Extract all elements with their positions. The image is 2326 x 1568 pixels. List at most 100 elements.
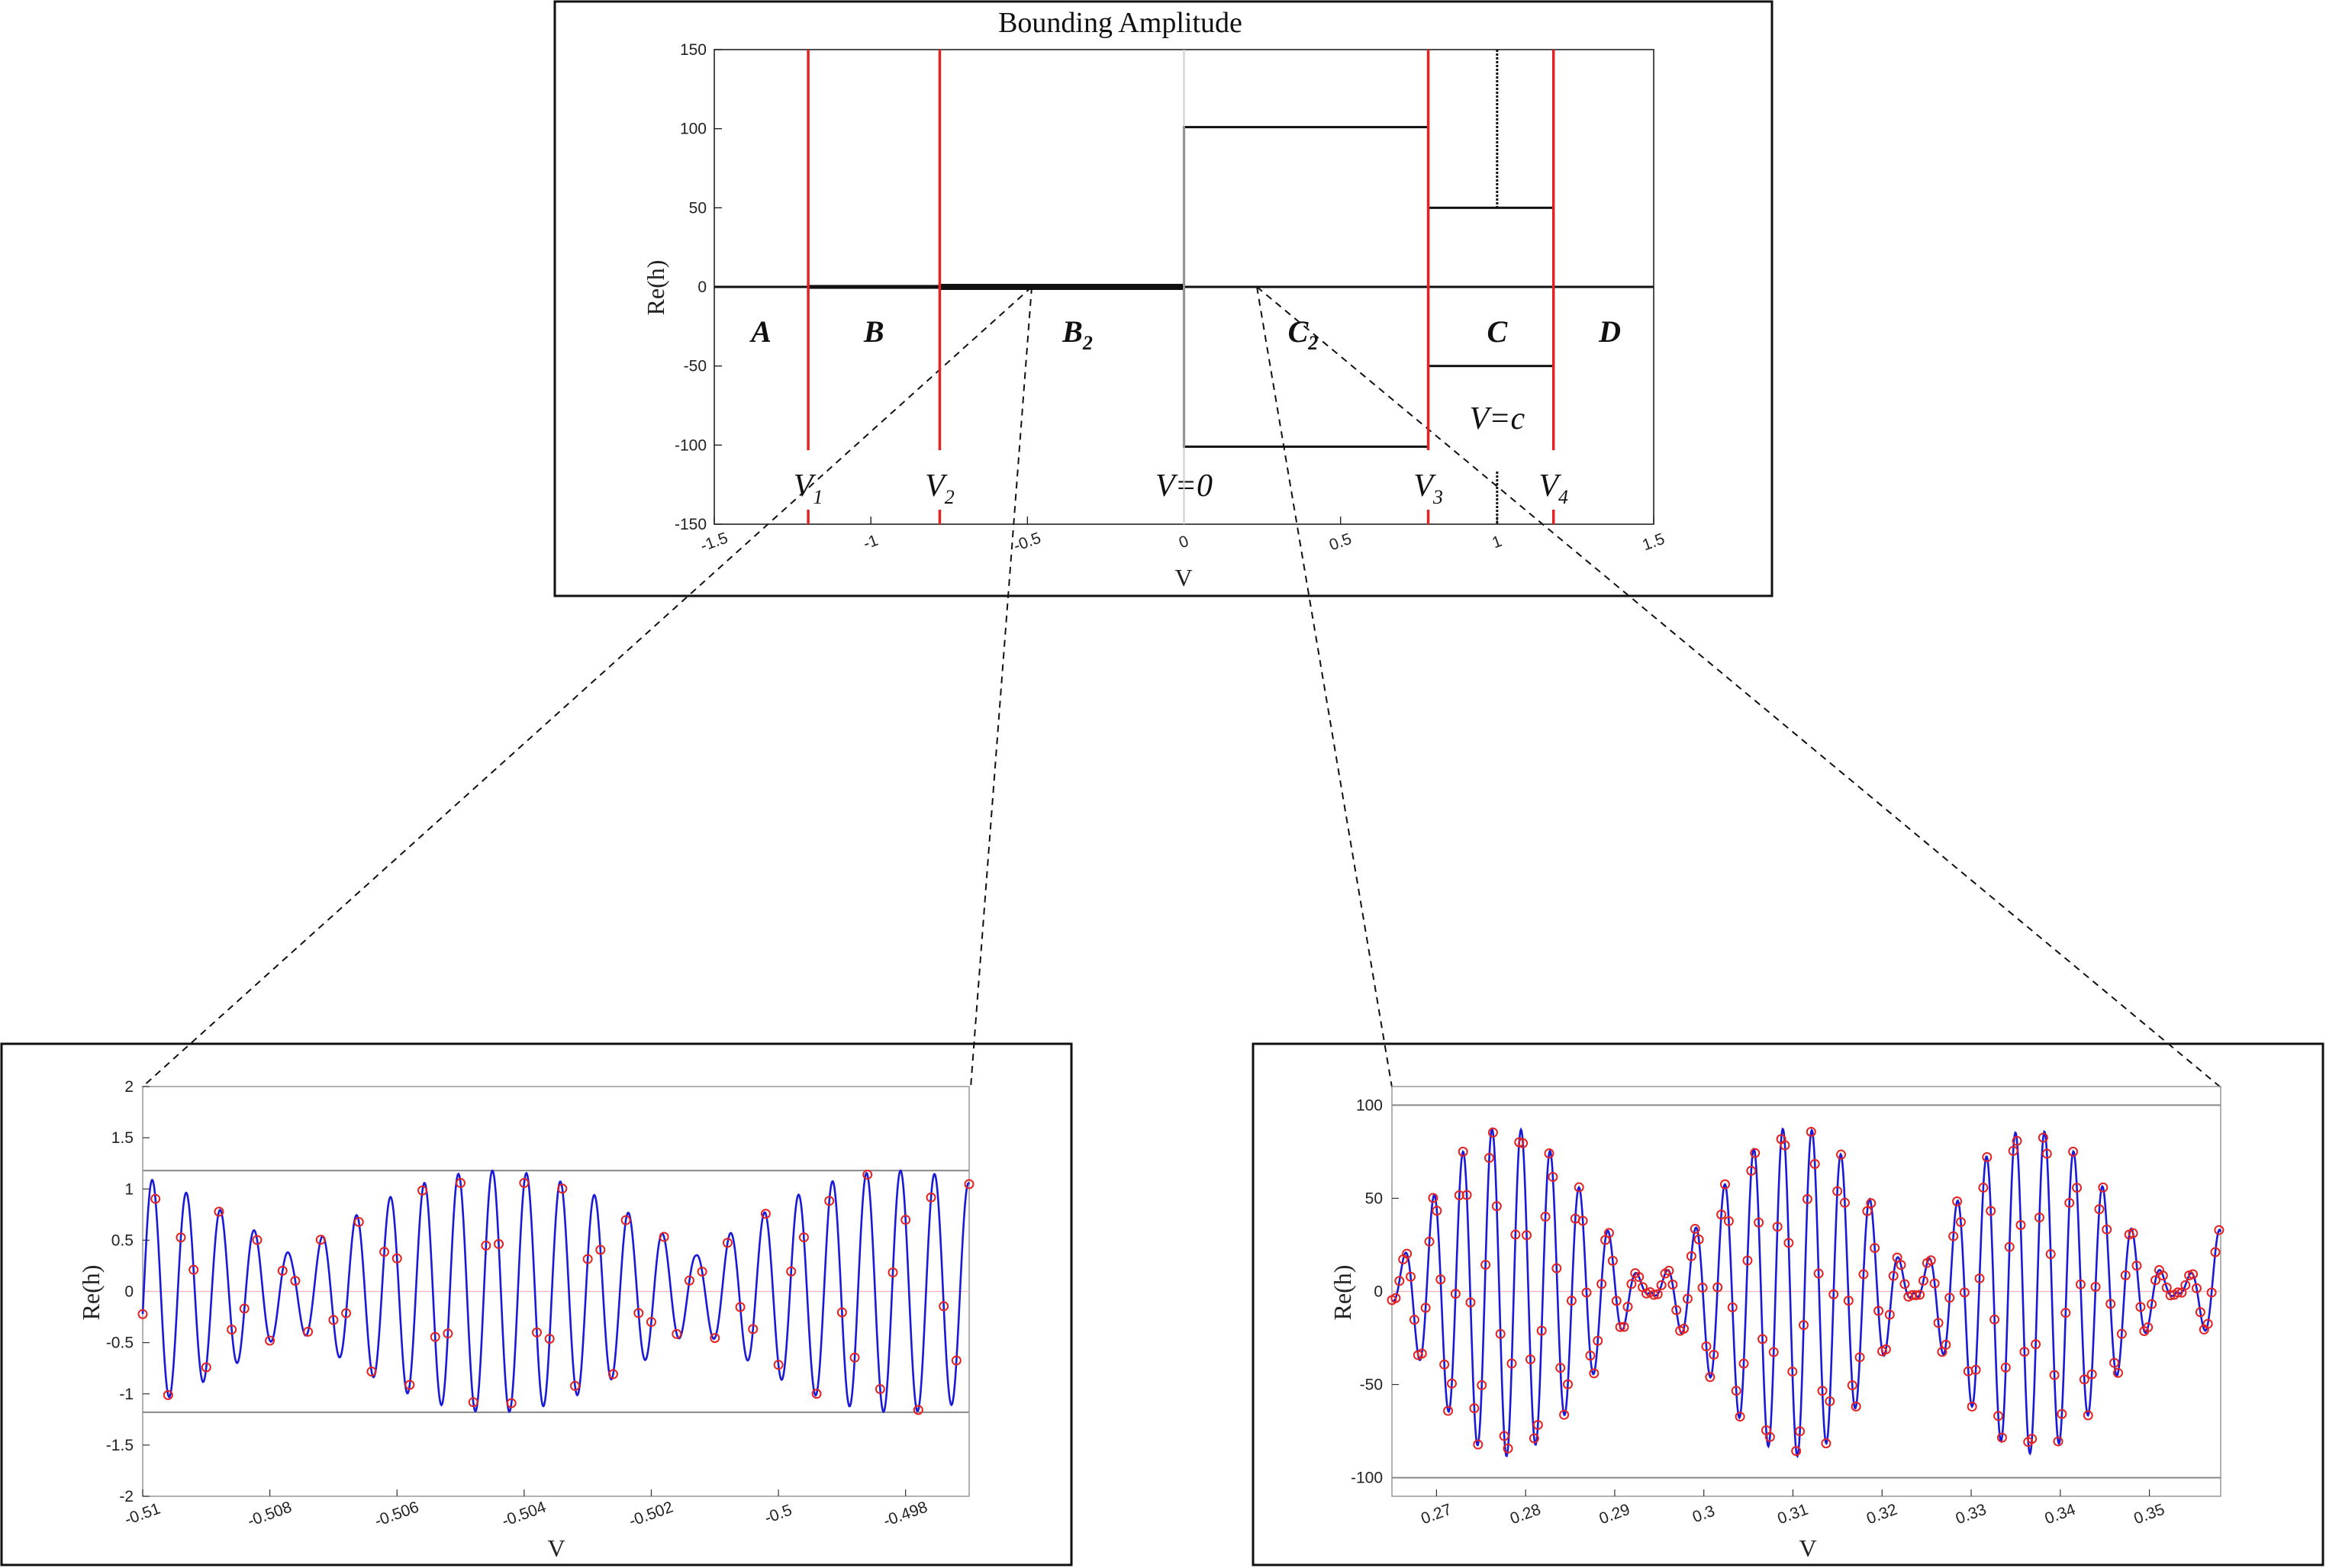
zoom-left-marker (443, 1328, 453, 1339)
zoom-right-marker (1574, 1182, 1584, 1193)
zoom-right-marker (1809, 1159, 1820, 1169)
zoom-right-marker (2135, 1302, 2146, 1312)
zoom-right-marker (1424, 1236, 1435, 1247)
zoom-right-marker (1648, 1289, 1659, 1300)
zoom-left-marker (391, 1253, 402, 1264)
zoom-right-marker (1866, 1198, 1877, 1209)
zoom-right-marker (2060, 1308, 2071, 1318)
zoom-right-marker (2105, 1299, 2116, 1309)
zoom-right-marker (1581, 1287, 1592, 1298)
zoom-right-marker (2116, 1328, 2127, 1339)
zoom-right-marker (1870, 1243, 1880, 1254)
zoom-left-marker (875, 1384, 885, 1395)
zoom-right-marker (1746, 1165, 1757, 1176)
region-label-subscript: 2 (1082, 332, 1093, 354)
zoom-right-marker (2015, 1220, 2026, 1230)
zoom-right-x-axis-label: V (1799, 1534, 1816, 1562)
zoom-right-marker (1454, 1190, 1464, 1201)
zoom-left-marker (201, 1362, 211, 1373)
zoom-right-marker (1727, 1302, 1738, 1312)
main-chart-frame (553, 0, 1773, 597)
zoom-right-marker (2031, 1339, 2041, 1350)
zoom-right-marker (1619, 1322, 1629, 1332)
zoom-right-marker (1944, 1293, 1955, 1303)
zoom-left-marker (379, 1247, 390, 1257)
main-y-tick-label: -100 (675, 436, 707, 454)
zoom-right-marker (1686, 1251, 1696, 1261)
zoom-right-marker (1652, 1289, 1663, 1299)
vline-label-subscript: 4 (1558, 486, 1568, 508)
zoom-right-marker (1970, 1364, 1981, 1375)
zoom-right-marker (1435, 1274, 1446, 1285)
zoom-left-marker (353, 1216, 364, 1227)
zoom-left-marker (176, 1232, 186, 1243)
zoom-right-marker (1450, 1289, 1461, 1299)
main-y-tick-label: 100 (680, 121, 707, 138)
zoom-right-marker (2180, 1280, 2191, 1290)
vline-label-4: V=c (1470, 401, 1525, 436)
zoom-right-marker (1757, 1334, 1768, 1344)
zoom-left-marker (798, 1232, 809, 1243)
zoom-right-marker (1446, 1378, 1457, 1389)
zoom-right-marker (1416, 1348, 1427, 1359)
zoom-left-marker (926, 1192, 936, 1203)
zoom-right-marker (1738, 1358, 1749, 1369)
region-label-4: C (1487, 314, 1508, 349)
zoom-left-marker (748, 1324, 759, 1335)
zoom-right-marker (1967, 1401, 1977, 1412)
zoom-right-y-axis-label: Re(h) (1329, 1265, 1356, 1321)
zoom-right-marker (1409, 1315, 1419, 1325)
zoom-right-marker (1847, 1380, 1857, 1391)
zoom-left-marker (607, 1369, 618, 1380)
zoom-right-marker (2195, 1307, 2205, 1318)
zoom-right-marker (1559, 1409, 1570, 1420)
zoom-left-marker (328, 1315, 339, 1325)
zoom-left-marker (303, 1326, 314, 1337)
zoom-right-marker (1731, 1386, 1741, 1396)
zoom-right-marker (2173, 1287, 2183, 1298)
zoom-left-frame (0, 1042, 1073, 1566)
zoom-right-x-tick-label: 0.3 (1690, 1502, 1717, 1527)
zoom-right-marker (2000, 1362, 2011, 1373)
zoom-left-marker (646, 1317, 656, 1328)
zoom-right-marker (2049, 1370, 2060, 1380)
zoom-right-marker (2176, 1287, 2187, 1298)
main-plot-area: -1.5 -1 -0.5 0 0.5 1 1.5150100500-50-100-150V1… (675, 41, 1667, 555)
zoom-right-marker (1813, 1268, 1824, 1279)
vline-label-text: V (1413, 468, 1436, 504)
vline-label-text: V (1538, 468, 1561, 504)
zoom-left-marker (888, 1267, 898, 1278)
region-label-text: B (863, 314, 884, 349)
main-chart-panel: Bounding Amplitude -1.5 -1 -0.5 0 0.5 1 1.5150… (553, 0, 1773, 597)
zoom-left-marker (163, 1389, 173, 1400)
zoom-left-marker (137, 1309, 148, 1319)
zoom-right-marker (1754, 1217, 1764, 1228)
zoom-right-marker (1989, 1314, 2000, 1325)
zoom-right-marker (1503, 1443, 1513, 1454)
zoom-right-marker (1634, 1272, 1645, 1283)
zoom-right-marker (2143, 1322, 2154, 1333)
zoom-right-marker (1986, 1206, 1996, 1216)
zoom-right-marker (1772, 1222, 1783, 1232)
zoom-right-marker (1996, 1432, 2007, 1443)
zoom-right-marker (1768, 1347, 1779, 1357)
zoom-left-series-line (141, 1169, 971, 1414)
zoom-right-marker (1495, 1328, 1506, 1339)
zoom-left-plot-area: -0.5 1 -0.508 -0.506 -0.504 -0.502 -0.5 -0.498 2… (106, 1078, 975, 1531)
zoom-left-marker (710, 1333, 720, 1344)
zoom-right-marker (1540, 1212, 1551, 1222)
zoom-right-marker (1626, 1279, 1637, 1289)
vline-label-5: V4 (1538, 468, 1568, 508)
zoom-left-marker (913, 1405, 923, 1415)
zoom-right-marker (2083, 1410, 2093, 1421)
main-y-tick-label: -50 (684, 358, 707, 375)
zoom-right-marker (1406, 1271, 1416, 1282)
zoom-left-y-tick-label: -2 (119, 1488, 134, 1505)
zoom-right-marker (1480, 1260, 1491, 1270)
zoom-right-marker (1697, 1283, 1708, 1293)
zoom-right-marker (2075, 1279, 2086, 1289)
zoom-left-marker (964, 1179, 975, 1190)
zoom-right-marker (2086, 1369, 2097, 1380)
zoom-left-marker (544, 1334, 555, 1344)
zoom-left-marker (481, 1240, 491, 1251)
